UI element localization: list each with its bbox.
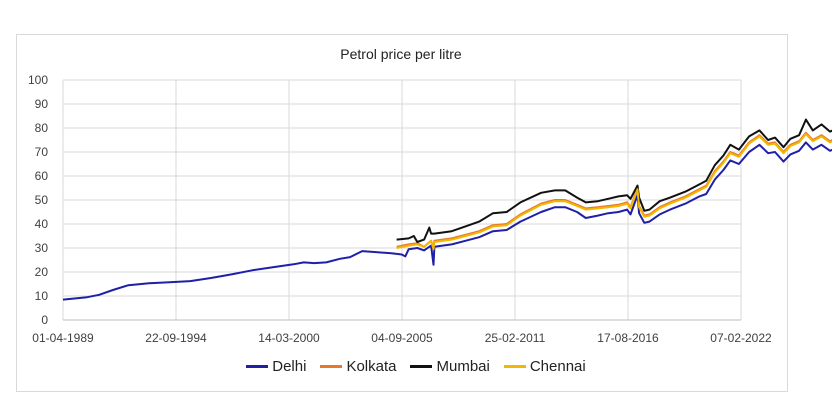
legend-item-mumbai: Mumbai: [410, 358, 490, 375]
legend-swatch: [503, 365, 526, 368]
legend: Delhi Kolkata Mumbai Chennai: [0, 358, 832, 375]
series-lines: [62, 118, 832, 301]
x-tick-label: 01-04-1989: [32, 331, 94, 345]
legend-item-chennai: Chennai: [503, 358, 586, 375]
series-line-delhi: [62, 141, 832, 301]
y-tick-label: 80: [35, 121, 49, 135]
legend-swatch: [410, 365, 433, 368]
y-tick-label: 70: [35, 145, 49, 159]
legend-label: Chennai: [529, 358, 586, 375]
y-tick-label: 10: [35, 289, 49, 303]
y-tick-label: 20: [35, 265, 49, 279]
legend-label: Kolkata: [346, 358, 397, 375]
legend-label: Delhi: [272, 358, 307, 375]
gridlines: [62, 79, 742, 321]
x-tick-label: 04-09-2005: [371, 331, 433, 345]
y-tick-label: 60: [35, 169, 49, 183]
y-tick-label: 0: [41, 313, 48, 327]
y-axis-ticks: 0 10 20 30 40 50 60 70 80 90 100: [28, 73, 48, 327]
x-tick-label: 17-08-2016: [597, 331, 659, 345]
legend-label: Mumbai: [436, 358, 490, 375]
x-axis-ticks: 01-04-1989 22-09-1994 14-03-2000 04-09-2005…: [32, 331, 772, 345]
x-tick-label: 07-02-2022: [710, 331, 772, 345]
legend-item-delhi: Delhi: [246, 358, 306, 375]
y-tick-label: 90: [35, 97, 49, 111]
x-tick-label: 22-09-1994: [145, 331, 207, 345]
y-tick-label: 50: [35, 193, 49, 207]
y-tick-label: 100: [28, 73, 48, 87]
x-tick-label: 25-02-2011: [485, 331, 546, 345]
y-tick-label: 40: [35, 217, 49, 231]
legend-item-kolkata: Kolkata: [320, 358, 396, 375]
series-line-chennai: [396, 133, 832, 251]
legend-swatch: [320, 365, 343, 368]
y-tick-label: 30: [35, 241, 49, 255]
x-tick-label: 14-03-2000: [258, 331, 320, 345]
chart-title: Petrol price per litre: [340, 46, 462, 62]
series-line-mumbai: [396, 118, 832, 243]
legend-swatch: [246, 365, 269, 368]
series-line-kolkata: [396, 131, 832, 249]
